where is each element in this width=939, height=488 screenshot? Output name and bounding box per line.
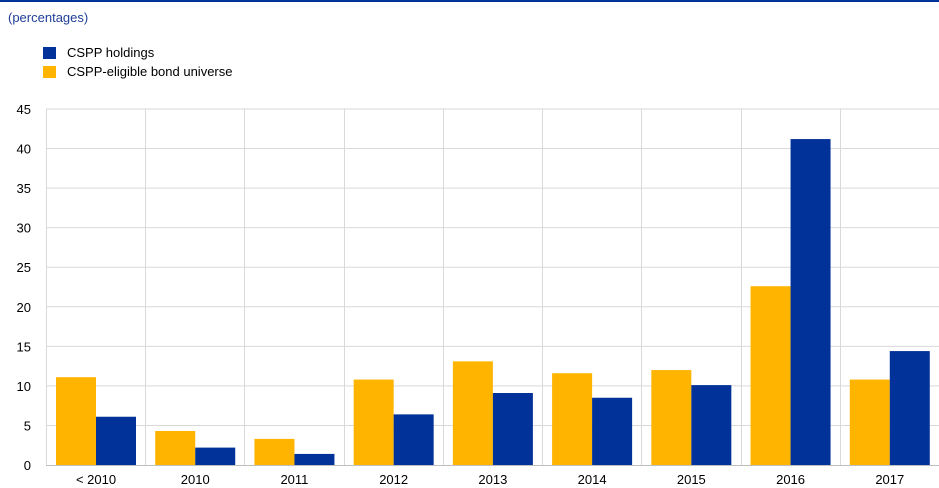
bar-universe-2 <box>254 438 295 465</box>
bar-universe-3 <box>353 379 394 465</box>
chart-subtitle: (percentages) <box>8 10 89 25</box>
y-tick-label: 30 <box>17 221 31 236</box>
bar-universe-4 <box>452 361 493 465</box>
bar-universe-6 <box>651 370 692 465</box>
legend-label-holdings: CSPP holdings <box>67 45 155 60</box>
x-tick-label: 2017 <box>875 472 904 487</box>
bar-holdings-8 <box>889 351 930 465</box>
bar-holdings-7 <box>790 139 831 465</box>
bar-holdings-4 <box>492 393 533 465</box>
y-tick-label: 20 <box>17 300 31 315</box>
y-tick-label: 40 <box>17 142 31 157</box>
legend-label-universe: CSPP-eligible bond universe <box>67 64 233 79</box>
bar-universe-0 <box>56 377 96 465</box>
bar-universe-1 <box>155 430 196 465</box>
x-tick-label: 2015 <box>677 472 706 487</box>
y-tick-label: 5 <box>24 418 31 433</box>
x-axis-tick-labels: < 2010 2010 2011 2012 2013 2014 2015 2016 2017 <box>76 472 904 487</box>
x-tick-label: 2010 <box>181 472 210 487</box>
top-rule <box>0 0 939 2</box>
x-tick-label: 2016 <box>776 472 805 487</box>
x-tick-label: 2012 <box>379 472 408 487</box>
y-tick-label: 45 <box>17 102 31 117</box>
x-tick-label: 2013 <box>478 472 507 487</box>
y-axis-tick-labels: 0 5 10 15 20 25 30 35 40 45 <box>17 102 31 473</box>
bar-holdings-2 <box>294 453 335 465</box>
bars <box>56 139 930 465</box>
bar-holdings-3 <box>393 414 434 465</box>
y-tick-label: 0 <box>24 458 31 473</box>
y-tick-label: 35 <box>17 181 31 196</box>
bar-holdings-1 <box>195 447 236 465</box>
y-tick-label: 15 <box>17 339 31 354</box>
bar-holdings-5 <box>592 397 633 465</box>
bar-universe-8 <box>849 379 890 465</box>
x-tick-label: 2014 <box>578 472 607 487</box>
bar-holdings-6 <box>691 385 732 465</box>
bar-universe-5 <box>552 373 593 465</box>
legend-swatch-universe <box>43 66 56 78</box>
legend-swatch-holdings <box>43 47 56 59</box>
y-tick-label: 25 <box>17 260 31 275</box>
y-tick-label: 10 <box>17 379 31 394</box>
x-tick-label: < 2010 <box>76 472 116 487</box>
x-tick-label: 2011 <box>280 472 308 487</box>
bar-holdings-0 <box>96 416 136 465</box>
bar-universe-7 <box>750 286 791 465</box>
